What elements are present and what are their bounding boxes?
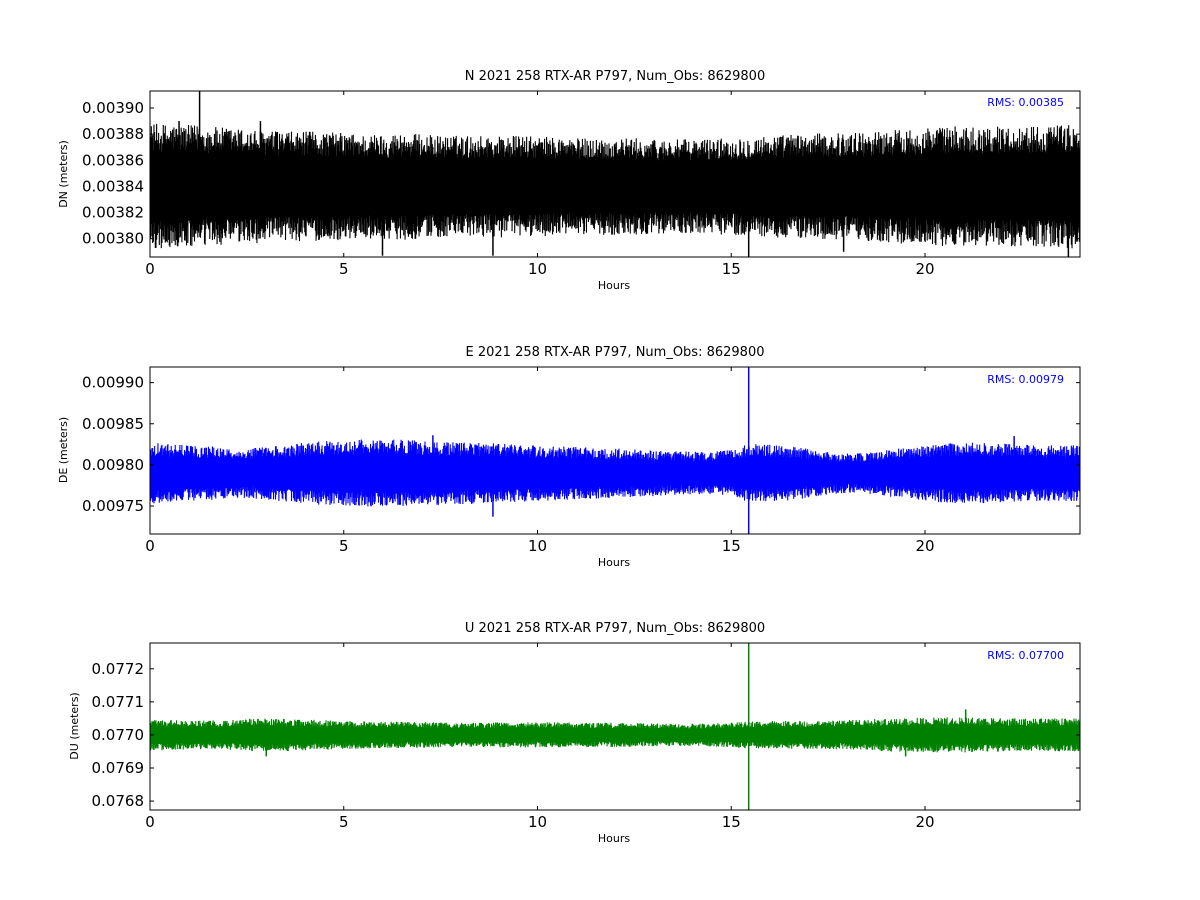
axes-frame xyxy=(149,642,1081,811)
rms-annotation: RMS: 0.07700 xyxy=(987,649,1064,662)
chart-title: N 2021 258 RTX-AR P797, Num_Obs: 8629800 xyxy=(465,69,765,84)
x-tick-label: 0 xyxy=(145,813,155,831)
y-axis-label: DE (meters) xyxy=(57,417,70,483)
x-axis-label: Hours xyxy=(598,279,630,292)
y-tick-label: 0.00386 xyxy=(82,151,144,169)
rms-annotation: RMS: 0.00979 xyxy=(987,373,1064,386)
rms-annotation: RMS: 0.00385 xyxy=(987,96,1064,109)
data-series-core xyxy=(150,462,1080,484)
x-tick-label: 20 xyxy=(915,260,934,278)
x-tick-label: 5 xyxy=(339,813,349,831)
x-tick-label: 10 xyxy=(528,813,547,831)
axis-ticks: 0 5 10 15 20 0.0768 0.0769 0.0770 0.0771 0.0772 xyxy=(92,643,1080,831)
x-axis-label: Hours xyxy=(598,832,630,845)
y-tick-label: 0.00384 xyxy=(82,177,144,195)
x-tick-label: 10 xyxy=(528,537,547,555)
data-series-core xyxy=(150,160,1080,213)
axes-frame xyxy=(149,90,1081,258)
y-axis-label: DN (meters) xyxy=(57,140,70,208)
chart-panel-e: E 2021 258 RTX-AR P797, Num_Obs: 8629800… xyxy=(57,345,1081,569)
x-tick-label: 15 xyxy=(722,537,741,555)
data-series-core xyxy=(150,728,1080,742)
x-tick-label: 20 xyxy=(915,537,934,555)
data-marks xyxy=(150,367,1080,534)
y-axis-label: DU (meters) xyxy=(68,692,81,759)
axes-frame xyxy=(149,366,1081,535)
y-tick-label: 0.00388 xyxy=(82,125,144,143)
y-tick-label: 0.00990 xyxy=(82,374,144,392)
y-tick-label: 0.0770 xyxy=(92,726,145,744)
y-tick-label: 0.00985 xyxy=(82,415,144,433)
chart-title: E 2021 258 RTX-AR P797, Num_Obs: 8629800 xyxy=(466,345,765,360)
y-tick-label: 0.00390 xyxy=(82,99,144,117)
x-tick-label: 5 xyxy=(339,260,349,278)
x-tick-label: 20 xyxy=(915,813,934,831)
data-marks xyxy=(150,643,1080,810)
y-tick-label: 0.0772 xyxy=(92,660,145,678)
y-tick-label: 0.00380 xyxy=(82,230,144,248)
x-tick-label: 5 xyxy=(339,537,349,555)
x-tick-label: 10 xyxy=(528,260,547,278)
x-tick-label: 15 xyxy=(722,260,741,278)
x-tick-label: 0 xyxy=(145,260,155,278)
chart-panel-u: U 2021 258 RTX-AR P797, Num_Obs: 8629800… xyxy=(68,621,1081,845)
chart-panel-n: N 2021 258 RTX-AR P797, Num_Obs: 8629800… xyxy=(57,69,1081,292)
y-tick-label: 0.0769 xyxy=(92,759,145,777)
data-marks xyxy=(150,91,1080,257)
chart-title: U 2021 258 RTX-AR P797, Num_Obs: 8629800 xyxy=(465,621,765,636)
y-tick-label: 0.00382 xyxy=(82,204,144,222)
y-tick-label: 0.00980 xyxy=(82,456,144,474)
x-axis-label: Hours xyxy=(598,556,630,569)
y-tick-label: 0.00975 xyxy=(82,497,144,515)
axis-ticks: 0 5 10 15 20 0.00975 0.00980 0.00985 0.00990 xyxy=(82,367,1080,555)
y-tick-label: 0.0768 xyxy=(92,792,145,810)
x-tick-label: 0 xyxy=(145,537,155,555)
x-tick-label: 15 xyxy=(722,813,741,831)
y-tick-label: 0.0771 xyxy=(92,693,145,711)
